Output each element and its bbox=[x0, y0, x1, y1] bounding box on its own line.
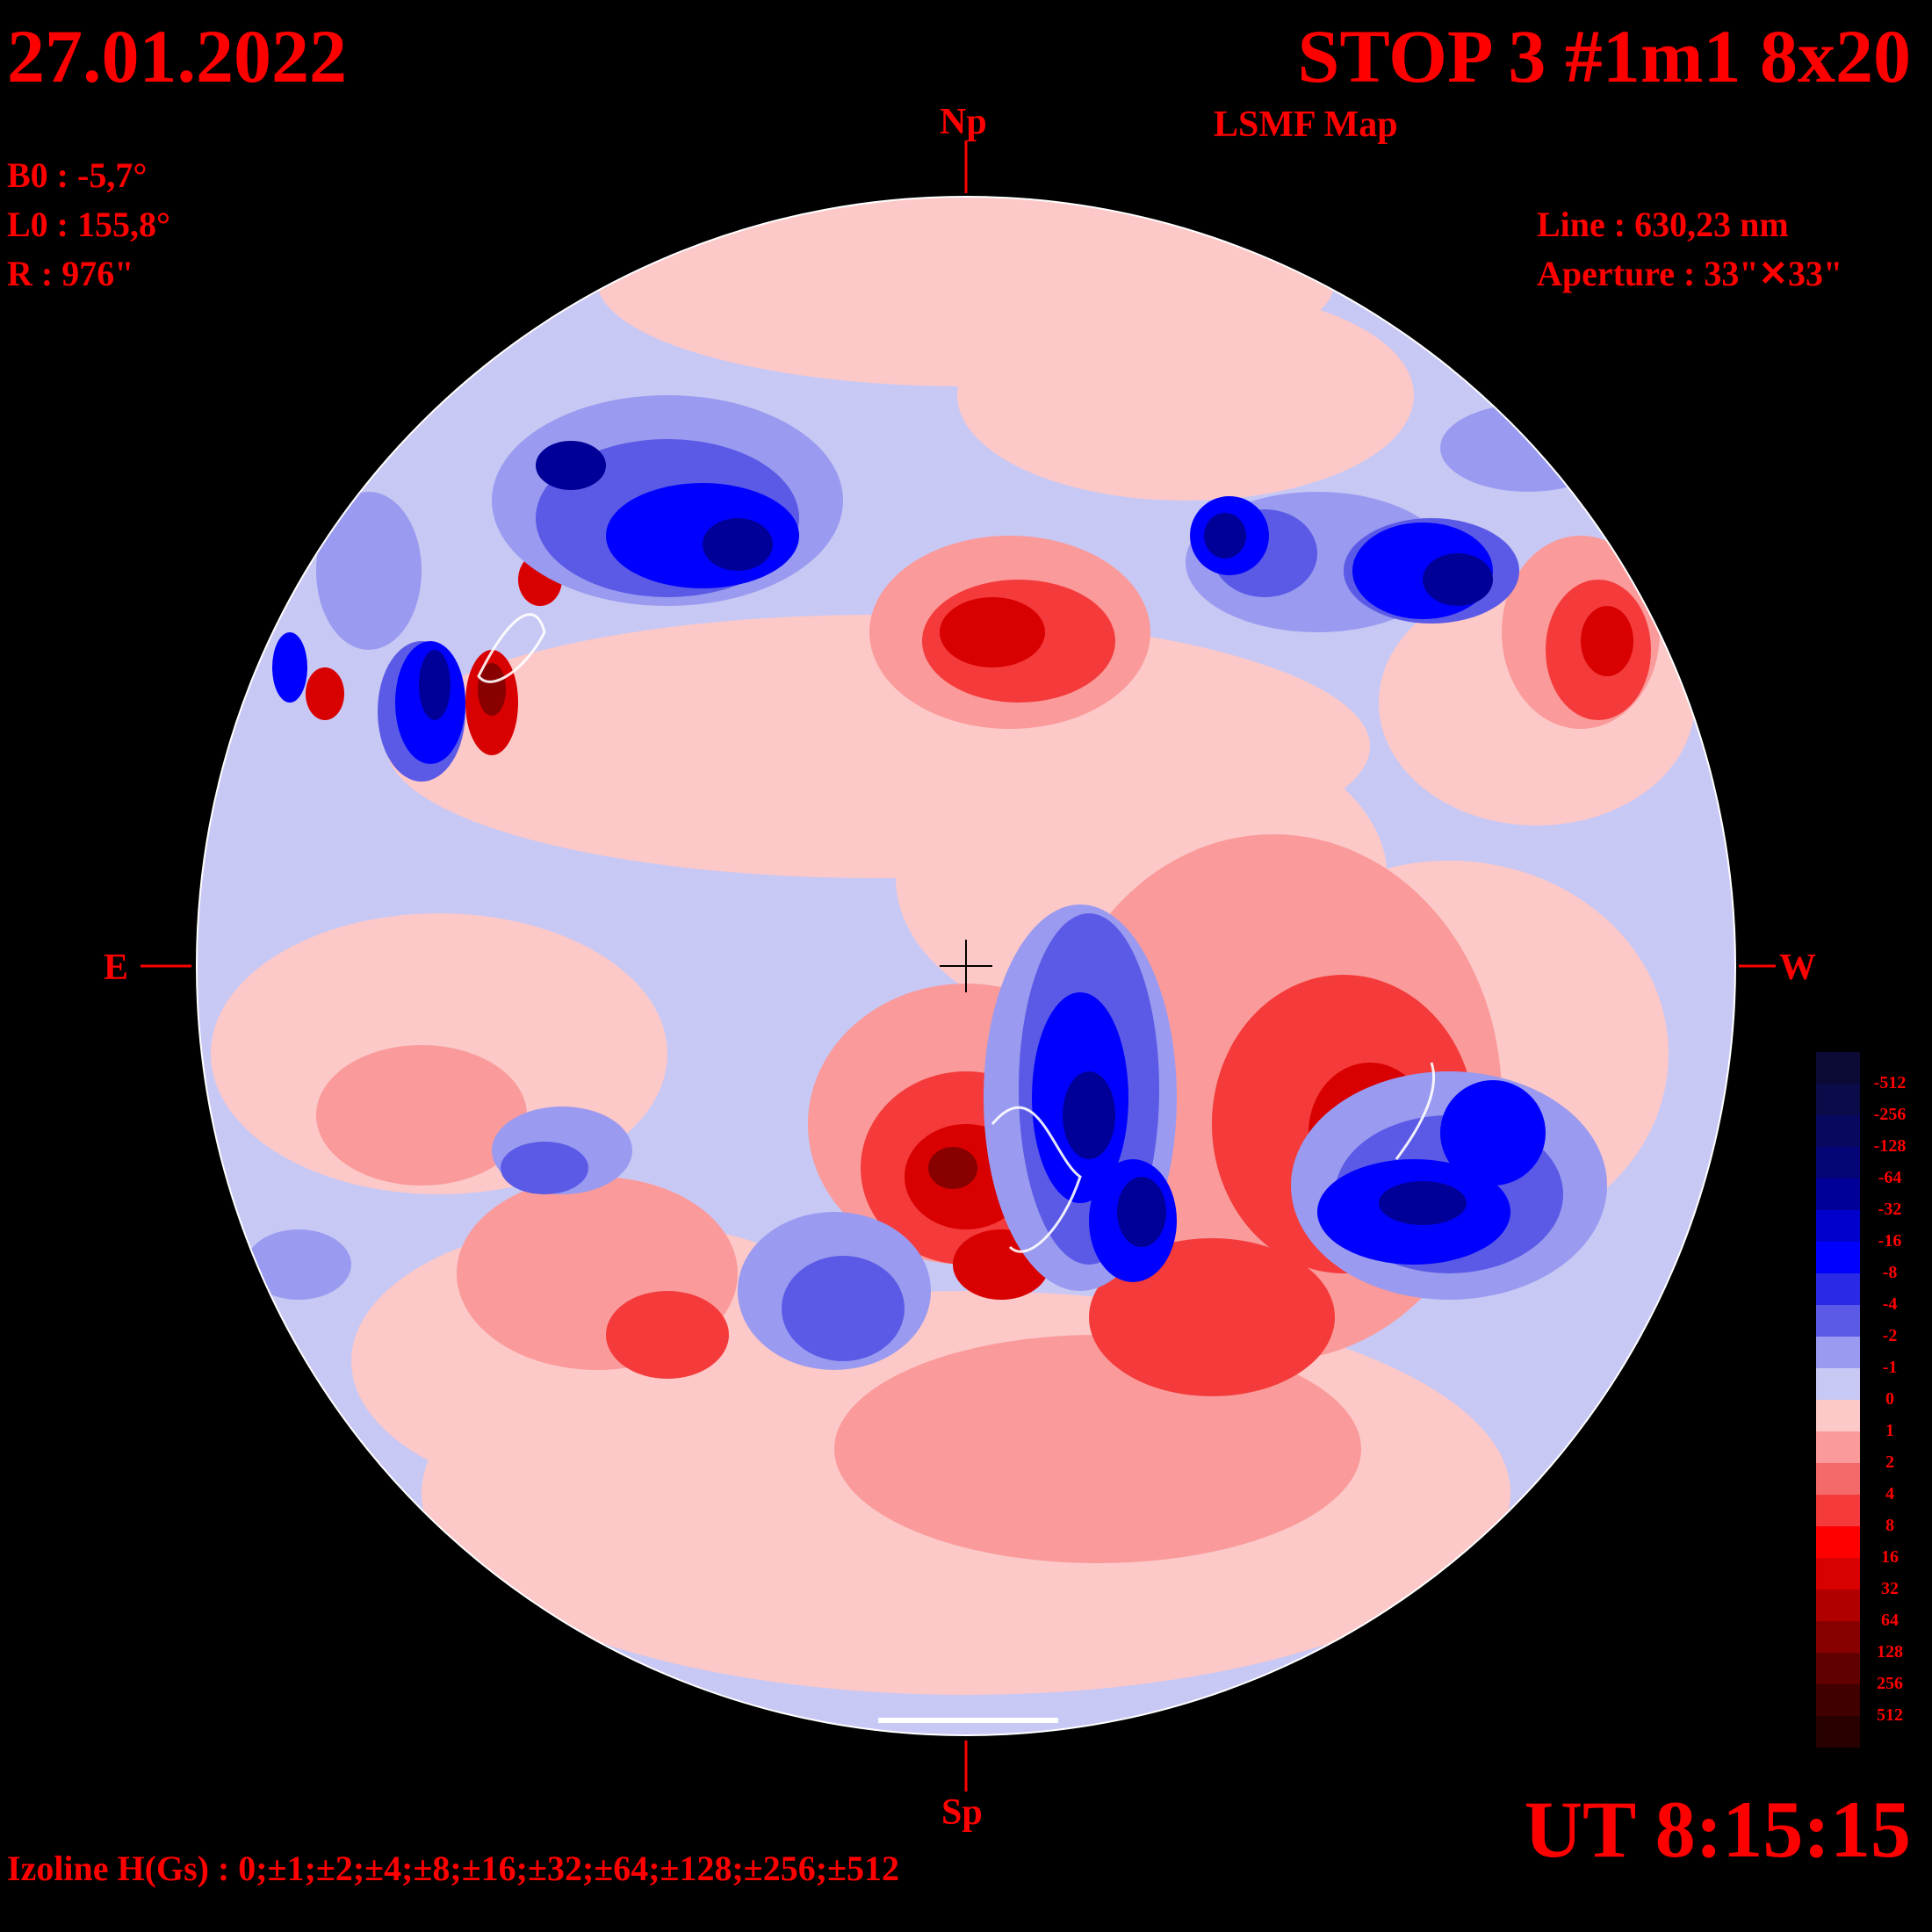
scale-segment bbox=[1816, 1368, 1860, 1400]
ut-time: UT 8:15:15 bbox=[1524, 1784, 1911, 1874]
scale-label: -2 bbox=[1882, 1326, 1898, 1345]
scale-segment bbox=[1816, 1463, 1860, 1495]
radius-param: R : 976" bbox=[7, 254, 134, 293]
scale-label: -32 bbox=[1878, 1200, 1902, 1219]
b0-param: B0 : -5,7° bbox=[7, 155, 148, 195]
east-label: E bbox=[104, 948, 129, 988]
axis-ticks bbox=[141, 141, 1776, 1791]
scale-segment bbox=[1816, 1621, 1860, 1653]
scale-segment bbox=[1816, 1210, 1860, 1242]
scale-segment bbox=[1816, 1273, 1860, 1305]
scale-label: 128 bbox=[1877, 1642, 1903, 1662]
scale-segment bbox=[1816, 1337, 1860, 1368]
scale-segment bbox=[1816, 1400, 1860, 1431]
color-scale-bar bbox=[1816, 1052, 1860, 1748]
scale-label: -4 bbox=[1882, 1294, 1898, 1314]
west-label: W bbox=[1779, 948, 1816, 988]
scale-segment bbox=[1816, 1052, 1860, 1084]
scale-segment bbox=[1816, 1495, 1860, 1526]
scale-label: -64 bbox=[1878, 1168, 1902, 1187]
scale-label: 256 bbox=[1877, 1674, 1903, 1693]
scale-label: -8 bbox=[1882, 1263, 1898, 1282]
scale-label: -16 bbox=[1878, 1231, 1902, 1251]
scale-segment bbox=[1816, 1305, 1860, 1337]
scale-label: 512 bbox=[1877, 1705, 1903, 1725]
north-pole-label: Np bbox=[940, 102, 987, 142]
scale-label: -128 bbox=[1873, 1136, 1907, 1156]
scale-label: 16 bbox=[1881, 1547, 1899, 1567]
magnetic-field-contours bbox=[197, 197, 1735, 1735]
map-subtitle: LSMF Map bbox=[1214, 105, 1398, 145]
l0-param: L0 : 155,8° bbox=[7, 205, 170, 244]
scale-label: 2 bbox=[1885, 1453, 1894, 1472]
scale-segment bbox=[1816, 1526, 1860, 1558]
scale-label: 32 bbox=[1881, 1579, 1899, 1598]
scale-segment bbox=[1816, 1084, 1860, 1115]
scale-segment bbox=[1816, 1147, 1860, 1179]
scale-segment bbox=[1816, 1716, 1860, 1748]
scale-label: -512 bbox=[1873, 1073, 1907, 1092]
scale-segment bbox=[1816, 1590, 1860, 1621]
scale-segment bbox=[1816, 1115, 1860, 1147]
scale-label: 0 bbox=[1885, 1389, 1894, 1409]
scale-segment bbox=[1816, 1558, 1860, 1590]
center-crosshair bbox=[940, 940, 992, 992]
south-pole-label: Sp bbox=[941, 1792, 983, 1833]
aperture-param: Aperture : 33"✕33" bbox=[1537, 254, 1843, 293]
scale-segment bbox=[1816, 1684, 1860, 1716]
scale-label: -256 bbox=[1873, 1105, 1907, 1124]
scale-label: 1 bbox=[1885, 1421, 1894, 1440]
scale-segment bbox=[1816, 1431, 1860, 1463]
line-param: Line : 630,23 nm bbox=[1537, 205, 1789, 244]
scale-label: 8 bbox=[1885, 1516, 1894, 1535]
stop-title: STOP 3 #1m1 8x20 bbox=[1297, 14, 1911, 98]
scale-segment bbox=[1816, 1242, 1860, 1273]
scale-label: -1 bbox=[1882, 1358, 1898, 1377]
scale-segment bbox=[1816, 1653, 1860, 1684]
observation-date: 27.01.2022 bbox=[7, 14, 347, 98]
scale-label: 64 bbox=[1881, 1611, 1899, 1630]
scale-segment bbox=[1816, 1179, 1860, 1210]
izoline-legend: Izoline H(Gs) : 0;±1;±2;±4;±8;±16;±32;±6… bbox=[7, 1849, 900, 1888]
scale-label: 4 bbox=[1885, 1484, 1894, 1503]
